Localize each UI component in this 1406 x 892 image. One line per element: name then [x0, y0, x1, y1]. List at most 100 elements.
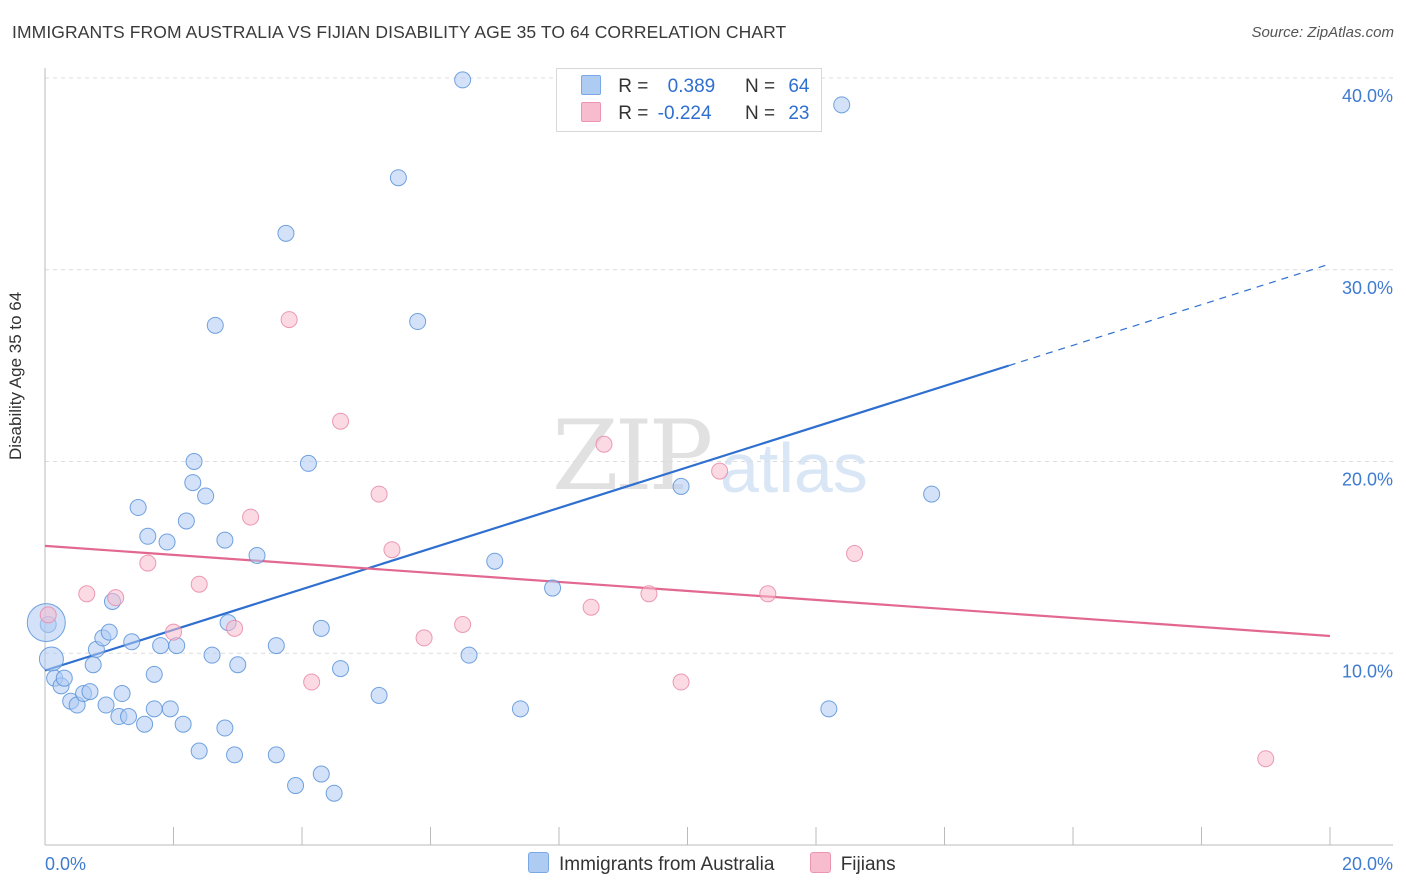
point-australia [370, 686, 388, 704]
x-tick-label: 0.0% [45, 854, 86, 874]
point-australia [672, 477, 690, 495]
point-australia [158, 533, 176, 551]
point-australia [312, 619, 330, 637]
chart-title: IMMIGRANTS FROM AUSTRALIA VS FIJIAN DISA… [12, 22, 787, 42]
point-fijians [280, 311, 298, 329]
stats-legend: R = 0.389 N = 64 R = -0.224 N = 23 [556, 68, 822, 132]
point-australia [454, 71, 472, 89]
point-australia [248, 546, 266, 564]
point-australia [123, 633, 141, 651]
legend-swatch-fijians [809, 852, 831, 873]
legend-n-label: N = [744, 103, 776, 124]
point-australia [267, 746, 285, 764]
point-australia [145, 665, 163, 683]
watermark-atlas: atlas [720, 429, 868, 507]
point-australia [820, 700, 838, 718]
point-fijians [39, 606, 57, 624]
point-fijians [454, 615, 472, 633]
point-fijians [242, 508, 260, 526]
legend-r-label: R = [618, 103, 649, 124]
point-fijians [226, 619, 244, 637]
point-australia [97, 696, 115, 714]
point-australia [197, 487, 215, 505]
trend-line-australia [44, 364, 1010, 672]
legend-r-value: -0.224 [657, 103, 712, 124]
axes [44, 68, 1393, 846]
point-australia [409, 313, 427, 331]
point-australia [389, 169, 407, 187]
point-fijians [190, 575, 208, 593]
point-australia [145, 700, 163, 718]
legend-label-australia: Immigrants from Australia [559, 854, 775, 875]
point-australia [185, 453, 203, 470]
point-fijians [672, 673, 690, 691]
point-australia [216, 531, 234, 549]
watermark-zip: ZIP [552, 400, 713, 512]
point-australia [174, 715, 192, 733]
point-fijians [78, 585, 96, 603]
point-fijians [107, 589, 125, 607]
tick-labels: 10.0% 20.0% 30.0% 40.0% 0.0% 20.0% [45, 86, 1393, 874]
point-australia [544, 579, 562, 597]
y-tick-label: 20.0% [1342, 470, 1393, 490]
legend-row-australia: R = 0.389 N = 64 [581, 75, 809, 99]
source-label: Source: ZipAtlas.com [1251, 24, 1394, 41]
legend-n-value: 23 [788, 103, 810, 124]
point-australia [113, 685, 131, 703]
point-australia [486, 552, 504, 570]
point-australia [84, 656, 102, 674]
point-fijians [582, 598, 600, 616]
legend-r-value: 0.389 [667, 76, 716, 97]
point-australia [332, 660, 350, 678]
point-australia [312, 765, 330, 783]
point-australia [287, 777, 305, 795]
point-fijians [139, 554, 157, 572]
point-australia [229, 656, 247, 674]
legend-item-fijians[interactable]: Fijians [809, 852, 896, 876]
legend-label-fijians: Fijians [840, 854, 896, 875]
y-tick-label: 30.0% [1342, 278, 1393, 298]
point-australia [38, 646, 64, 672]
point-australia [206, 316, 224, 334]
point-australia [325, 784, 343, 802]
legend-r-label: R = [618, 76, 649, 97]
legend-swatch-fijians [581, 102, 601, 122]
point-fijians [370, 485, 388, 503]
point-fijians [303, 673, 321, 691]
point-fijians [711, 462, 729, 480]
grid-lines [45, 77, 1393, 654]
point-australia [184, 474, 202, 492]
point-australia [177, 512, 195, 530]
point-australia [100, 623, 118, 641]
trend-line-australia-extension [1008, 263, 1331, 367]
point-australia [203, 646, 221, 664]
point-fijians [1257, 750, 1275, 768]
point-australia [460, 646, 478, 664]
legend-swatch-australia [581, 75, 601, 95]
point-australia [267, 637, 285, 655]
point-australia [277, 224, 295, 242]
point-fijians [759, 585, 777, 603]
legend-row-fijians: R = -0.224 N = 23 [581, 102, 809, 126]
y-axis-label: Disability Age 35 to 64 [6, 291, 25, 460]
legend-item-australia[interactable]: Immigrants from Australia [528, 852, 774, 876]
point-fijians [846, 545, 864, 563]
point-australia [139, 527, 157, 545]
legend-swatch-australia [528, 852, 549, 873]
series-legend: Immigrants from Australia Fijians [528, 852, 926, 876]
point-australia [833, 96, 851, 114]
trend-lines [44, 263, 1331, 672]
point-australia [216, 719, 234, 737]
point-fijians [595, 435, 613, 453]
legend-n-value: 64 [788, 76, 810, 97]
point-australia [226, 746, 244, 764]
point-australia [190, 742, 208, 760]
point-australia [129, 499, 147, 517]
point-australia [923, 485, 941, 503]
point-australia [120, 708, 138, 726]
y-tick-label: 40.0% [1342, 86, 1393, 106]
y-tick-label: 10.0% [1342, 661, 1393, 681]
point-fijians [383, 541, 401, 559]
point-australia [152, 637, 170, 655]
